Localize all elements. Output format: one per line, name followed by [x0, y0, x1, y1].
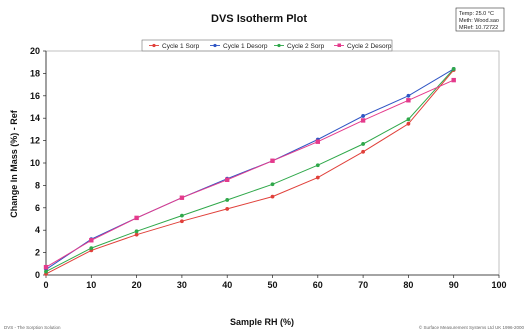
x-tick-label: 90: [449, 280, 459, 290]
x-axis-label: Sample RH (%): [230, 317, 294, 327]
footer-left: DVS - The Sorption Solution: [4, 325, 61, 330]
x-tick-label: 60: [313, 280, 323, 290]
x-tick-label: 70: [358, 280, 368, 290]
data-point: [180, 219, 184, 224]
y-tick-label: 2: [35, 248, 40, 258]
data-point: [270, 194, 275, 199]
data-point: [180, 213, 184, 218]
data-point: [270, 182, 275, 187]
x-tick-label: 100: [491, 280, 506, 290]
data-point: [361, 142, 365, 146]
info-temp: Temp: 25.0 °C: [459, 11, 494, 17]
y-tick-label: 0: [35, 270, 40, 280]
info-box: Temp: 25.0 °C Meth: Wood.sao MRef: 10.72…: [455, 7, 505, 32]
data-point: [361, 149, 365, 154]
info-method: Meth: Wood.sao: [459, 18, 499, 24]
info-mref: MRef: 10.72722: [459, 25, 498, 31]
series-line: [45, 69, 455, 275]
y-tick-label: 16: [30, 91, 40, 101]
data-point: [406, 117, 411, 122]
x-tick-label: 50: [267, 280, 277, 290]
series-2: [44, 67, 456, 274]
data-point: [44, 269, 48, 274]
legend-label: Cycle 2 Desorp: [347, 43, 392, 50]
data-point: [179, 195, 185, 200]
data-point: [89, 246, 94, 251]
data-point: [270, 158, 275, 163]
x-tick-label: 20: [132, 280, 142, 290]
x-tick-label: 80: [403, 280, 413, 290]
data-point: [43, 264, 49, 270]
legend-swatch-marker: [337, 43, 341, 47]
footer-right: © Surface Measurement Systems Ltd UK 199…: [419, 324, 525, 330]
series-3: [43, 77, 456, 270]
data-point: [406, 98, 411, 103]
legend-label: Cycle 1 Desorp: [223, 43, 268, 50]
info-box-frame: [455, 7, 505, 32]
data-point: [451, 77, 456, 83]
x-tick-label: 10: [86, 280, 96, 290]
series-line: [45, 68, 454, 270]
data-point: [225, 177, 230, 182]
data-point: [451, 67, 456, 71]
data-point: [406, 93, 411, 98]
legend-label: Cycle 1 Sorp: [162, 43, 200, 50]
plot-area: [45, 50, 500, 276]
data-point: [315, 175, 320, 180]
series-line: [45, 79, 454, 268]
y-tick-label: 18: [30, 68, 40, 78]
chart-title: DVS Isotherm Plot: [211, 13, 307, 25]
y-tick-label: 20: [30, 46, 40, 56]
x-tick-label: 40: [222, 280, 232, 290]
legend-swatch-marker: [277, 43, 281, 48]
y-tick-label: 6: [35, 203, 40, 213]
data-point: [406, 121, 411, 126]
series-1: [44, 67, 456, 272]
data-point: [134, 229, 139, 234]
data-point: [361, 114, 365, 118]
y-axis-ticks: 0 2 4 6 8 10 12 14 16 18 20: [30, 46, 46, 280]
x-tick-label: 30: [177, 280, 187, 290]
y-tick-label: 8: [35, 180, 40, 190]
legend-swatch-marker: [152, 43, 156, 48]
x-tick-label: 0: [43, 280, 48, 290]
data-point: [225, 207, 230, 211]
y-tick-label: 4: [35, 225, 40, 235]
data-point: [360, 118, 366, 123]
legend-label: Cycle 2 Sorp: [287, 43, 325, 50]
chart-legend: Cycle 1 Sorp Cycle 1 Desorp Cycle 2 Sorp Cy…: [141, 39, 393, 52]
y-axis-label: Change In Mass (%) - Ref: [9, 109, 19, 218]
legend-swatch-marker: [213, 43, 217, 48]
data-point: [315, 139, 320, 144]
data-point: [89, 238, 94, 243]
series-0: [44, 68, 456, 276]
series-layer: [43, 67, 456, 276]
data-point: [134, 232, 139, 237]
y-tick-label: 12: [30, 136, 40, 146]
y-tick-label: 14: [30, 113, 40, 123]
data-point: [134, 215, 139, 221]
series-line: [45, 68, 455, 273]
data-point: [225, 198, 230, 202]
y-tick-label: 10: [30, 158, 40, 168]
data-point: [315, 163, 320, 168]
x-axis-ticks: 0 10 20 30 40 50 60 70 80 90 100: [43, 275, 507, 290]
